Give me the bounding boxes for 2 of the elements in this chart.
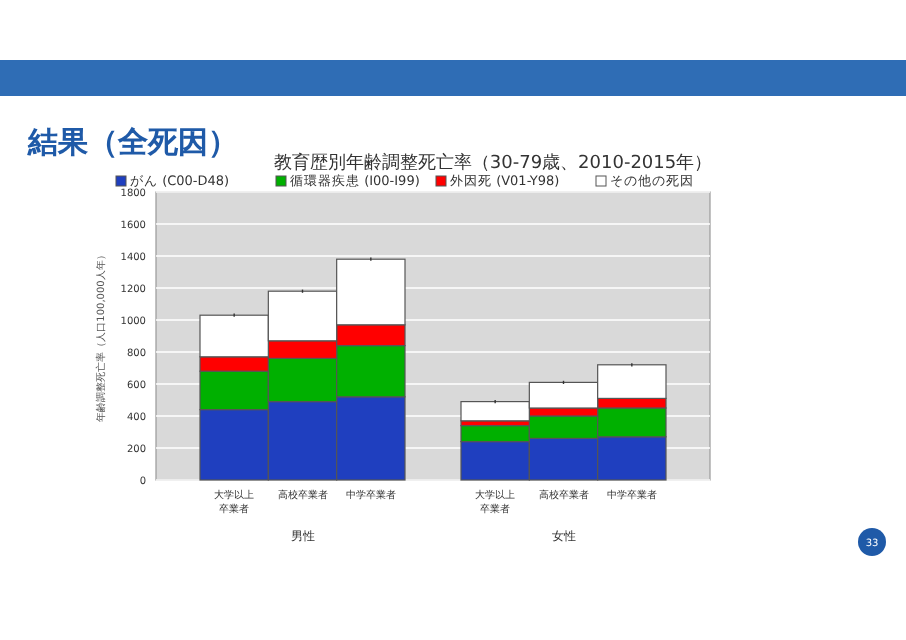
chart-title: 結果（全死因） — [26, 124, 238, 160]
chart-subtitle: 教育歴別年齢調整死亡率（30-79歳、2010-2015年） — [273, 152, 713, 174]
